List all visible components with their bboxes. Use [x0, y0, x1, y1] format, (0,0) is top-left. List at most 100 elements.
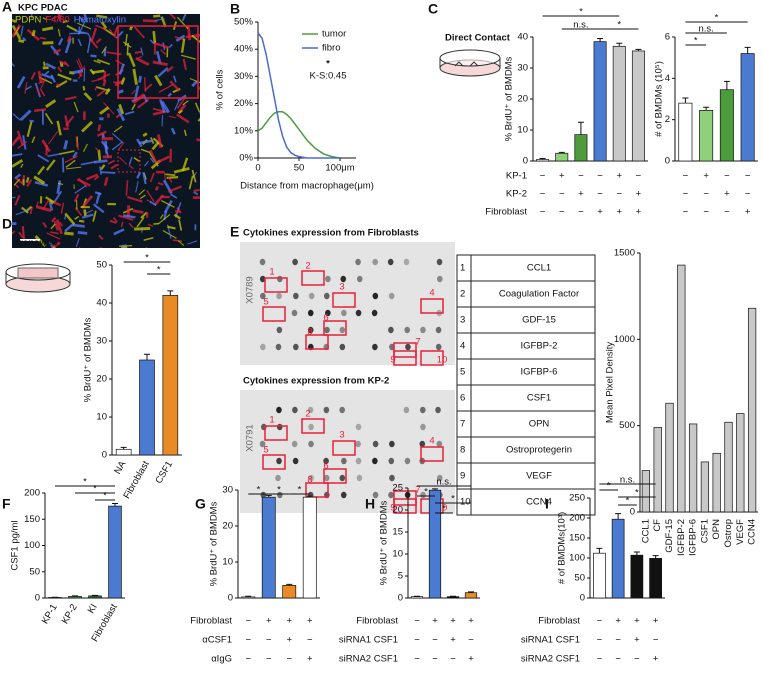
table-cell: Ostroprotegerin — [506, 445, 572, 456]
y-tick-label: 500 — [619, 420, 635, 431]
y-tick-label: 50% — [234, 17, 254, 28]
significance-label: * — [257, 485, 261, 496]
y-axis-label: # of BMDMs(10³) — [557, 512, 568, 584]
stain-stroke — [34, 108, 47, 112]
stain-stroke — [14, 176, 24, 185]
condition-sign: − — [432, 635, 438, 646]
spot-number: 9 — [390, 355, 395, 366]
stain-stroke — [142, 172, 147, 185]
annotation: K-S:0.45 — [310, 71, 347, 82]
stain-stroke — [64, 223, 74, 233]
condition-sign: + — [432, 616, 438, 627]
stain-stroke — [12, 113, 21, 121]
panel-letter: D — [2, 216, 12, 232]
stain-stroke — [64, 115, 69, 128]
spot-number: 10 — [437, 503, 448, 514]
blot-spot — [372, 491, 379, 499]
error-bar — [615, 513, 622, 520]
stain-stroke — [157, 213, 171, 225]
x-tick-label: CSF1 — [153, 459, 175, 486]
stain-stroke — [92, 210, 97, 222]
y-tick-label: 10 — [222, 557, 233, 568]
stain-stroke — [154, 42, 170, 49]
x-tick-label: Ostrop — [723, 519, 734, 548]
blot-spot — [308, 423, 314, 431]
stain-stroke — [78, 65, 86, 80]
stain-stroke — [187, 25, 192, 41]
stain-stroke — [64, 231, 74, 236]
y-tick-label: 0 — [630, 507, 635, 518]
table-cell: 8 — [460, 445, 465, 456]
y-axis-label: % of cells — [215, 69, 226, 110]
significance-label: * — [694, 36, 698, 47]
y-tick-label: 30 — [96, 336, 107, 347]
stain-stroke — [40, 78, 46, 89]
stain-stroke — [176, 113, 190, 124]
condition-sign: − — [266, 635, 272, 646]
stain-stroke — [95, 38, 102, 44]
stain-stroke — [142, 132, 148, 138]
spot-box — [323, 320, 347, 336]
x-tick-label: GDF-15 — [664, 519, 675, 553]
spot-number: 5 — [263, 297, 268, 308]
stain-stroke — [152, 60, 168, 67]
significance-label: * — [617, 20, 621, 31]
blot-spot — [308, 292, 315, 300]
stain-stroke — [139, 194, 146, 200]
spot-box — [332, 292, 356, 308]
blot-spot — [355, 258, 361, 266]
stain-stroke — [194, 102, 200, 113]
stain-stroke — [45, 99, 57, 109]
panel-letter: B — [230, 1, 240, 17]
stain-stroke — [35, 86, 41, 97]
blot-spot — [275, 474, 281, 482]
blot-spot — [436, 275, 443, 283]
stain-stroke — [83, 14, 89, 23]
y-tick-label: 50 — [29, 566, 40, 577]
stain-stroke — [37, 165, 45, 176]
stain-stroke — [45, 159, 56, 171]
array-group — [240, 242, 455, 514]
blot-spot — [339, 474, 346, 482]
blot-spot — [275, 343, 282, 351]
bar — [747, 307, 757, 513]
stain-stroke — [153, 14, 161, 18]
stain-stroke — [52, 190, 63, 204]
stain-stroke — [109, 219, 117, 224]
table-cell: IGFBP-6 — [521, 367, 558, 378]
stain-stroke — [156, 134, 163, 148]
stain-stroke — [193, 188, 200, 193]
significance-label: * — [424, 487, 428, 498]
stain-stroke — [80, 195, 94, 209]
blot-spot — [277, 491, 283, 499]
spot-box — [420, 350, 444, 366]
blot-spot — [276, 292, 282, 300]
condition-sign: − — [578, 207, 584, 218]
stain-stroke — [29, 206, 34, 215]
bar — [48, 597, 62, 599]
bar — [555, 152, 569, 162]
stain-stroke — [138, 139, 153, 145]
y-tick-label: 200 — [24, 488, 40, 499]
table-cell: CCL1 — [527, 263, 551, 274]
blot-spot — [325, 275, 331, 283]
bar — [653, 427, 662, 513]
stain-stroke — [170, 127, 176, 135]
blot-spot — [276, 457, 282, 465]
stain-stroke — [96, 58, 111, 66]
error-bar — [723, 80, 730, 90]
spot-number: 6 — [323, 313, 328, 324]
spot-number: 4 — [429, 436, 434, 447]
significance-label: * — [277, 485, 281, 496]
significance-label: * — [157, 265, 161, 276]
stain-stroke — [34, 235, 47, 247]
error-bar — [596, 547, 603, 554]
x-tick-label: CSF1 — [699, 519, 710, 543]
significance-label: * — [93, 484, 97, 495]
stain-stroke — [72, 223, 85, 228]
stain-stroke — [151, 141, 160, 151]
stain-stroke — [57, 66, 63, 73]
blot-image — [240, 242, 455, 365]
x-tick-label: CCL1 — [640, 519, 651, 543]
y-tick-label: 1500 — [614, 248, 635, 259]
